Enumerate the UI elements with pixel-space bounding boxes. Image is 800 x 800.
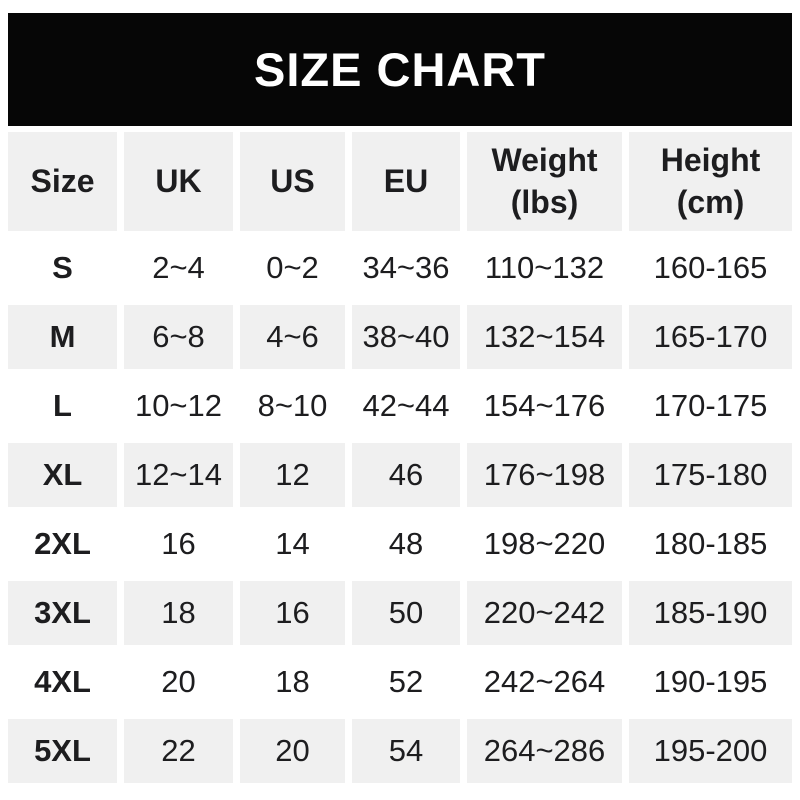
table-cell: 6~8	[124, 305, 233, 369]
table-cell: 0~2	[240, 236, 345, 300]
col-header-us-label: US	[270, 162, 315, 199]
table-cell: 20	[240, 719, 345, 783]
table-cell: 20	[124, 650, 233, 714]
col-header-weight-sublabel: (lbs)	[510, 183, 579, 220]
size-chart-page: SIZE CHART Size UK US EU Weight (lbs) He…	[8, 13, 792, 783]
table-cell: 242~264	[467, 650, 622, 714]
table-cell: 50	[352, 581, 460, 645]
col-header-height: Height (cm)	[629, 132, 792, 231]
table-cell: 264~286	[467, 719, 622, 783]
table-cell: 175-180	[629, 443, 792, 507]
col-header-eu-label: EU	[383, 162, 429, 199]
table-cell: 176~198	[467, 443, 622, 507]
table-cell: 220~242	[467, 581, 622, 645]
table-cell: 185-190	[629, 581, 792, 645]
size-label-cell: 5XL	[8, 719, 117, 783]
col-header-uk-label: UK	[155, 162, 202, 199]
page-title: SIZE CHART	[254, 43, 546, 96]
size-label-cell: M	[8, 305, 117, 369]
col-header-weight: Weight (lbs)	[467, 132, 622, 231]
col-header-us: US	[240, 132, 345, 231]
table-cell: 180-185	[629, 512, 792, 576]
table-cell: 42~44	[352, 374, 460, 438]
table-cell: 110~132	[467, 236, 622, 300]
table-cell: 16	[124, 512, 233, 576]
col-header-uk: UK	[124, 132, 233, 231]
size-label-cell: 4XL	[8, 650, 117, 714]
table-cell: 198~220	[467, 512, 622, 576]
col-header-eu: EU	[352, 132, 460, 231]
table-cell: 14	[240, 512, 345, 576]
table-cell: 12~14	[124, 443, 233, 507]
table-cell: 170-175	[629, 374, 792, 438]
table-cell: 52	[352, 650, 460, 714]
col-header-size: Size	[8, 132, 117, 231]
table-cell: 34~36	[352, 236, 460, 300]
table-cell: 8~10	[240, 374, 345, 438]
size-label-cell: S	[8, 236, 117, 300]
title-banner: SIZE CHART	[8, 13, 792, 126]
col-header-height-sublabel: (cm)	[676, 183, 745, 220]
table-cell: 54	[352, 719, 460, 783]
table-cell: 46	[352, 443, 460, 507]
size-label-cell: 3XL	[8, 581, 117, 645]
table-cell: 12	[240, 443, 345, 507]
table-cell: 38~40	[352, 305, 460, 369]
table-cell: 154~176	[467, 374, 622, 438]
table-cell: 16	[240, 581, 345, 645]
table-cell: 18	[124, 581, 233, 645]
table-cell: 22	[124, 719, 233, 783]
table-cell: 10~12	[124, 374, 233, 438]
size-chart-table: Size UK US EU Weight (lbs) Height (cm) S…	[8, 132, 792, 783]
size-label-cell: XL	[8, 443, 117, 507]
col-header-size-label: Size	[30, 162, 95, 199]
table-cell: 190-195	[629, 650, 792, 714]
table-cell: 18	[240, 650, 345, 714]
table-cell: 4~6	[240, 305, 345, 369]
table-cell: 48	[352, 512, 460, 576]
table-cell: 2~4	[124, 236, 233, 300]
table-cell: 165-170	[629, 305, 792, 369]
size-label-cell: L	[8, 374, 117, 438]
col-header-weight-label: Weight	[491, 141, 598, 178]
table-cell: 195-200	[629, 719, 792, 783]
size-label-cell: 2XL	[8, 512, 117, 576]
table-cell: 132~154	[467, 305, 622, 369]
table-cell: 160-165	[629, 236, 792, 300]
col-header-height-label: Height	[660, 141, 761, 178]
